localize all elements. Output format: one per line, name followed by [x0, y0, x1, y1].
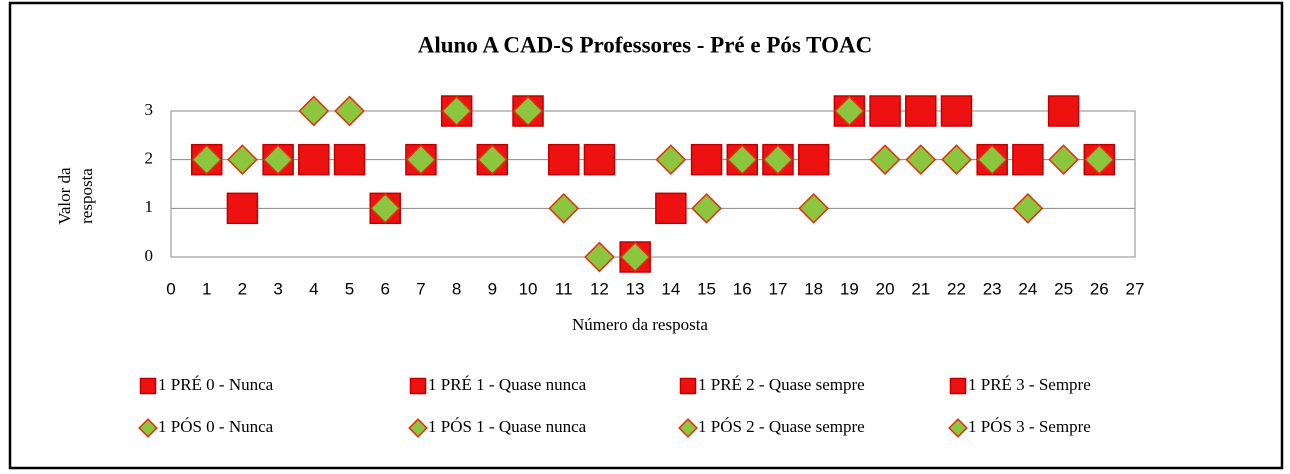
diamond-marker: [726, 144, 758, 176]
square-marker: [797, 143, 830, 176]
x-tick-label: 16: [733, 279, 752, 298]
x-tick-label: 19: [840, 279, 859, 298]
legend-marker: [679, 377, 697, 395]
x-tick-label: 24: [1018, 279, 1037, 298]
square-marker: [655, 192, 687, 225]
diamond-marker: [976, 144, 1008, 176]
diamond-marker: [1048, 144, 1079, 176]
diamond-marker: [619, 241, 651, 273]
x-axis-title: Número da resposta: [572, 315, 708, 334]
y-axis-title: Valor da: [55, 167, 74, 225]
x-tick-label: 18: [804, 279, 823, 298]
x-tick-label: 8: [452, 279, 461, 298]
legend-marker: [409, 377, 427, 395]
y-tick-label: 0: [145, 246, 154, 265]
x-tick-label: 23: [983, 279, 1002, 298]
legend-label: 1 PÓS 1 - Quase nunca: [428, 417, 587, 436]
y-axis-title: resposta: [77, 168, 96, 224]
square-marker: [905, 95, 937, 127]
diamond-marker: [512, 95, 544, 127]
diamond-marker: [834, 95, 865, 127]
square-marker: [690, 143, 723, 176]
x-tick-label: 21: [911, 279, 930, 298]
legend-label: 1 PRÉ 0 - Nunca: [158, 375, 274, 394]
diamond-marker: [905, 144, 937, 176]
x-tick-label: 10: [519, 279, 538, 298]
legend-label: 1 PÓS 0 - Nunca: [158, 417, 274, 436]
x-tick-label: 13: [626, 279, 645, 298]
square-marker: [583, 143, 616, 176]
legend-marker: [408, 418, 428, 438]
diamond-marker: [1012, 192, 1044, 224]
legend-label: 1 PRÉ 3 - Sempre: [968, 375, 1091, 394]
diamond-marker: [691, 192, 722, 224]
diamond-marker: [369, 192, 401, 224]
square-marker: [547, 143, 580, 176]
legend-marker: [138, 418, 158, 438]
square-marker: [1047, 95, 1080, 127]
legend-label: 1 PÓS 3 - Sempre: [968, 417, 1091, 436]
x-tick-label: 20: [876, 279, 895, 298]
y-tick-label: 1: [145, 197, 154, 216]
legend-label: 1 PÓS 2 - Quase sempre: [698, 417, 865, 436]
diamond-marker: [941, 144, 972, 176]
diamond-marker: [798, 192, 830, 224]
legend-marker: [949, 377, 967, 395]
diamond-marker: [262, 144, 294, 176]
square-marker: [226, 192, 259, 225]
legend-marker: [139, 377, 157, 395]
x-tick-label: 6: [380, 279, 389, 298]
legend-label: 1 PRÉ 1 - Quase nunca: [428, 375, 587, 394]
y-tick-label: 2: [145, 149, 154, 168]
x-tick-label: 3: [273, 279, 282, 298]
diamond-marker: [227, 144, 258, 176]
diamond-marker: [476, 144, 508, 176]
diamond-marker: [762, 144, 794, 176]
x-tick-label: 15: [697, 279, 716, 298]
x-tick-label: 2: [238, 279, 247, 298]
x-tick-label: 4: [309, 279, 318, 298]
y-tick-label: 3: [145, 100, 154, 119]
diamond-marker: [548, 192, 580, 224]
chart-title: Aluno A CAD-S Professores - Pré e Pós TO…: [418, 32, 872, 57]
diamond-marker: [869, 144, 901, 176]
diamond-marker: [191, 144, 223, 176]
square-marker: [298, 143, 330, 176]
diamond-marker: [405, 144, 437, 176]
square-marker: [940, 95, 973, 127]
x-tick-label: 1: [202, 279, 211, 298]
x-tick-label: 14: [661, 279, 680, 298]
x-tick-label: 12: [590, 279, 609, 298]
chart-border: [8, 1, 1284, 470]
diamond-marker: [441, 95, 472, 127]
diamond-marker: [655, 144, 687, 176]
x-tick-label: 17: [769, 279, 788, 298]
x-tick-label: 7: [416, 279, 425, 298]
square-marker: [1012, 143, 1044, 176]
x-tick-label: 9: [488, 279, 497, 298]
x-tick-label: 11: [555, 279, 573, 298]
square-marker: [333, 143, 366, 176]
x-tick-label: 22: [947, 279, 966, 298]
square-marker: [869, 95, 901, 127]
diamond-marker: [1083, 144, 1115, 176]
x-tick-label: 26: [1090, 279, 1109, 298]
legend-marker: [948, 418, 968, 438]
diamond-marker: [298, 95, 330, 127]
x-tick-label: 5: [345, 279, 354, 298]
legend-label: 1 PRÉ 2 - Quase sempre: [698, 375, 865, 394]
diamond-marker: [334, 95, 365, 127]
x-tick-label: 0: [166, 279, 175, 298]
x-tick-label: 25: [1054, 279, 1073, 298]
diamond-marker: [584, 241, 615, 273]
legend-marker: [678, 418, 698, 438]
x-tick-label: 27: [1126, 279, 1145, 298]
